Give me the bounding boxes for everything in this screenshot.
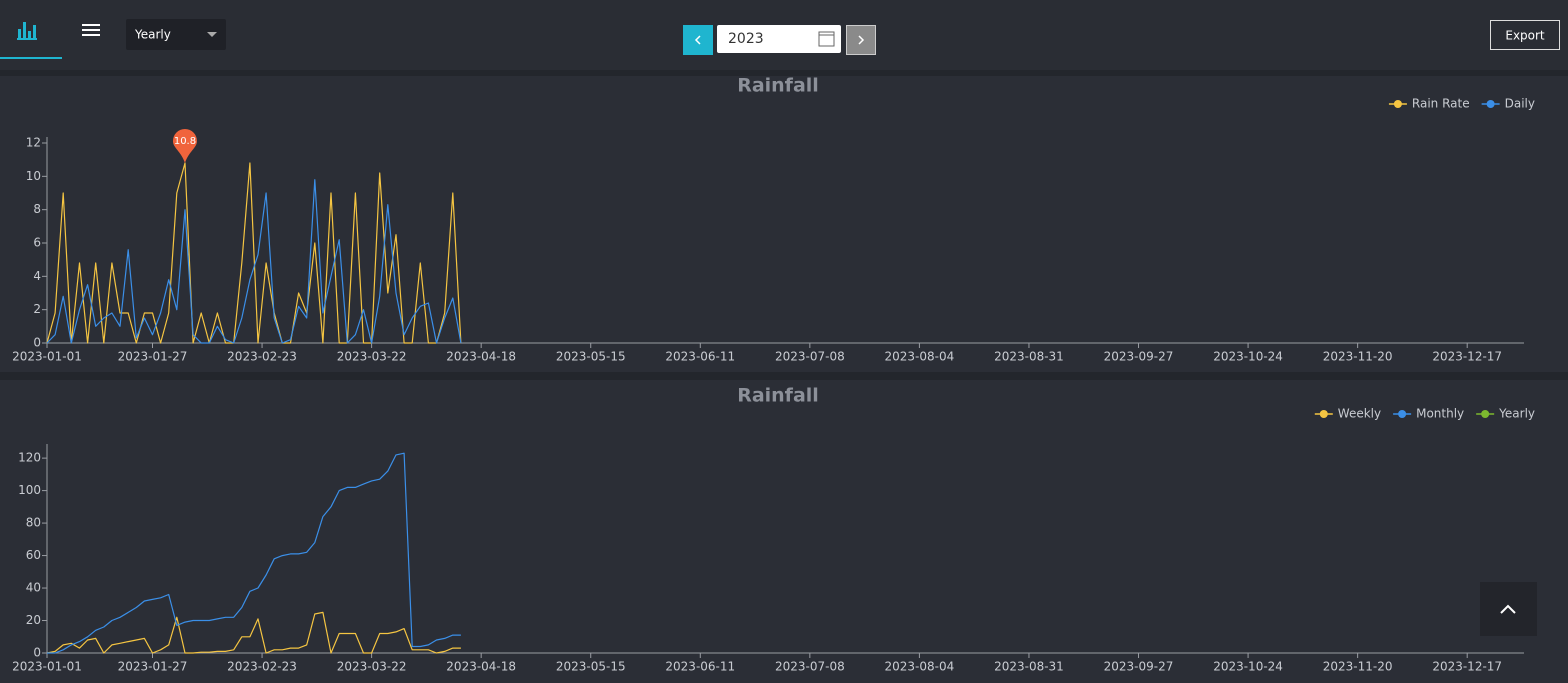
x-tick-label: 2023-01-27 <box>118 350 188 364</box>
legend-label: Monthly <box>1416 407 1464 421</box>
x-tick-label: 2023-09-27 <box>1104 350 1174 364</box>
x-tick-label: 2023-10-24 <box>1213 660 1283 674</box>
prev-button[interactable] <box>683 25 713 55</box>
period-label: Yearly <box>134 28 171 42</box>
x-tick-label: 2023-08-04 <box>885 660 955 674</box>
y-tick-label: 6 <box>33 236 41 250</box>
x-tick-label: 2023-10-24 <box>1213 350 1283 364</box>
y-tick-label: 0 <box>33 336 41 350</box>
y-tick-label: 120 <box>18 451 41 465</box>
x-tick-label: 2023-12-17 <box>1432 660 1502 674</box>
separator <box>0 372 1568 380</box>
y-tick-label: 100 <box>18 483 41 497</box>
y-tick-label: 40 <box>26 581 41 595</box>
x-tick-label: 2023-05-15 <box>556 660 626 674</box>
x-tick-label: 2023-11-20 <box>1323 660 1393 674</box>
separator <box>0 70 1568 76</box>
x-tick-label: 2023-08-31 <box>994 350 1064 364</box>
legend-label: Yearly <box>1498 407 1535 421</box>
period-dropdown[interactable]: Yearly <box>126 19 226 50</box>
export-label: Export <box>1505 29 1545 43</box>
max-pin <box>172 129 197 163</box>
x-tick-label: 2023-04-18 <box>446 350 516 364</box>
x-tick-label: 2023-01-01 <box>12 660 82 674</box>
series-line <box>46 179 462 344</box>
x-tick-label: 2023-03-22 <box>337 660 407 674</box>
chart-title: Rainfall <box>737 385 819 407</box>
year-input[interactable]: 2023 <box>717 25 841 53</box>
x-tick-label: 2023-12-17 <box>1432 350 1502 364</box>
y-tick-label: 12 <box>26 136 41 150</box>
scroll-top-button[interactable] <box>1480 582 1537 636</box>
y-tick-label: 4 <box>33 269 41 283</box>
legend-icon <box>1393 100 1402 108</box>
chart-title: Rainfall <box>737 75 819 97</box>
year-value: 2023 <box>728 31 764 47</box>
x-tick-label: 2023-01-01 <box>12 350 82 364</box>
x-tick-label: 2023-08-04 <box>885 350 955 364</box>
series-line <box>47 452 461 654</box>
x-tick-label: 2023-08-31 <box>994 660 1064 674</box>
legend-icon <box>1481 410 1490 418</box>
x-tick-label: 2023-05-15 <box>556 350 626 364</box>
export-button[interactable]: Export <box>1490 20 1560 50</box>
x-tick-label: 2023-07-08 <box>775 660 845 674</box>
y-tick-label: 2 <box>33 302 41 316</box>
next-button[interactable] <box>846 25 876 55</box>
x-tick-label: 2023-06-11 <box>665 350 735 364</box>
legend-icon <box>1319 410 1328 418</box>
x-tick-label: 2023-01-27 <box>118 660 188 674</box>
y-tick-label: 0 <box>33 646 41 660</box>
y-tick-label: 60 <box>26 548 41 562</box>
y-tick-label: 10 <box>26 169 41 183</box>
x-tick-label: 2023-06-11 <box>665 660 735 674</box>
max-pin-label: 10.8 <box>174 136 196 147</box>
y-tick-label: 80 <box>26 516 41 530</box>
y-tick-label: 8 <box>33 202 41 216</box>
legend-icon <box>1398 410 1407 418</box>
x-tick-label: 2023-04-18 <box>446 660 516 674</box>
series-line <box>46 162 462 344</box>
y-tick-label: 20 <box>26 613 41 627</box>
series-line <box>46 611 461 654</box>
chart-tab[interactable] <box>0 22 62 59</box>
menu-button[interactable] <box>82 24 100 36</box>
legend-icon <box>1486 100 1495 108</box>
x-tick-label: 2023-02-23 <box>227 660 297 674</box>
legend-label: Rain Rate <box>1412 97 1470 111</box>
x-tick-label: 2023-09-27 <box>1104 660 1174 674</box>
legend-label: Daily <box>1505 97 1535 111</box>
x-tick-label: 2023-07-08 <box>775 350 845 364</box>
x-tick-label: 2023-03-22 <box>337 350 407 364</box>
x-tick-label: 2023-11-20 <box>1323 350 1393 364</box>
legend-label: Weekly <box>1338 407 1381 421</box>
x-tick-label: 2023-02-23 <box>227 350 297 364</box>
